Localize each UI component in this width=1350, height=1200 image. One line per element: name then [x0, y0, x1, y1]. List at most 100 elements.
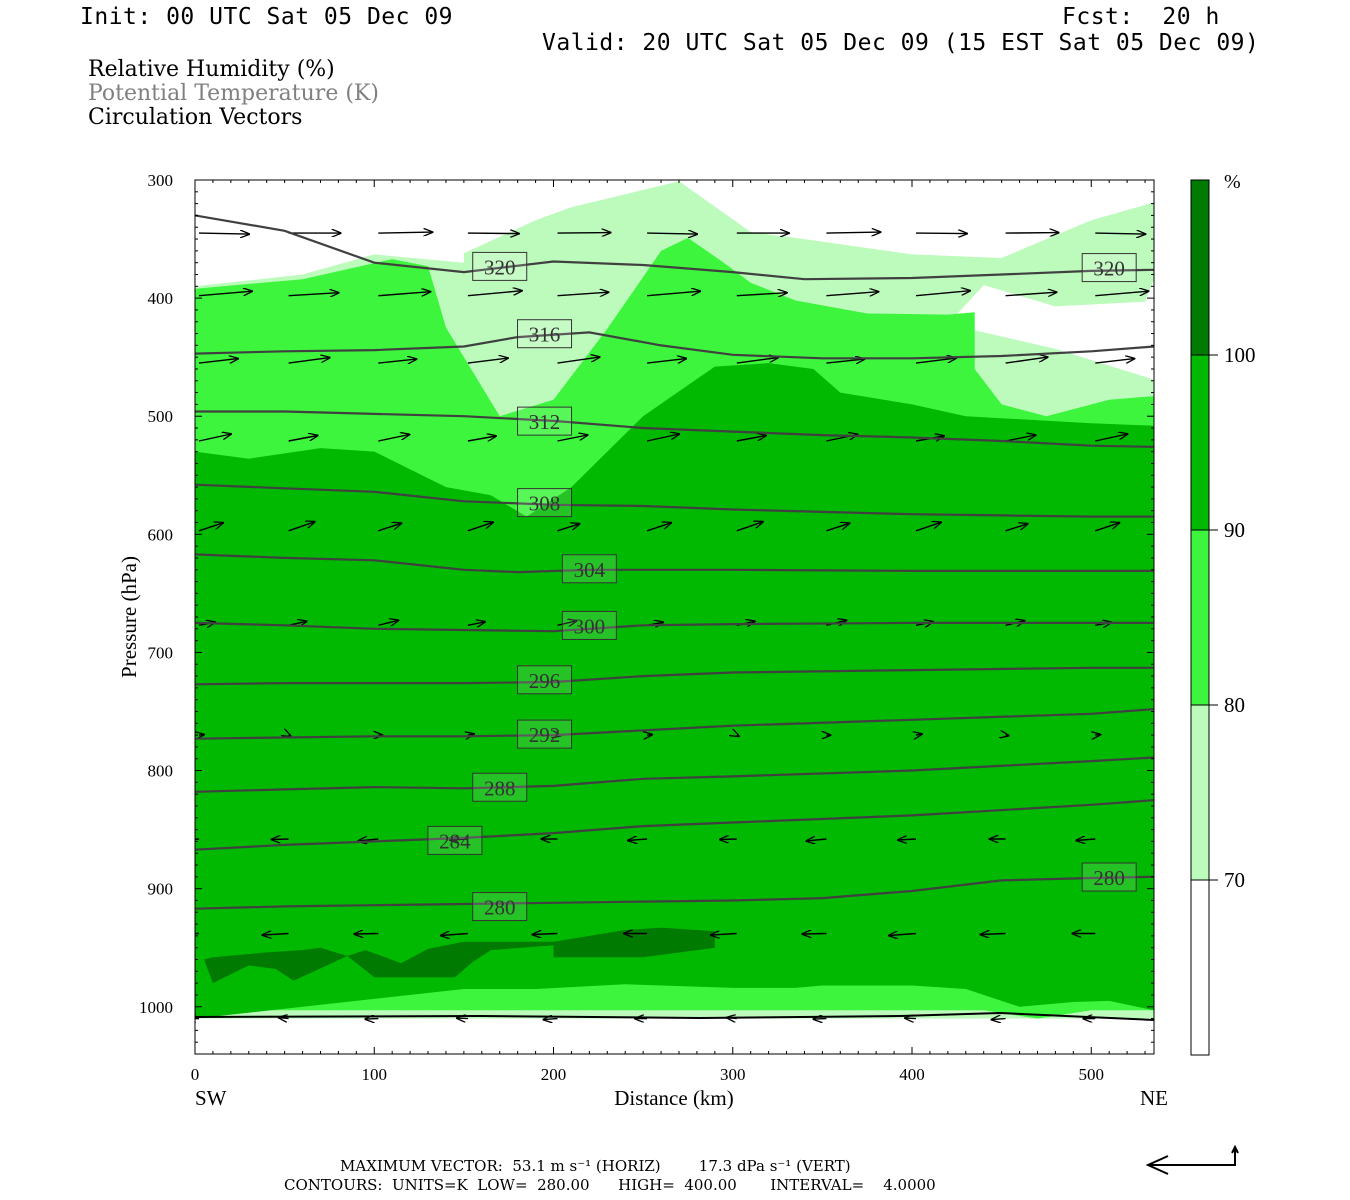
vector-arrow	[378, 523, 401, 532]
vector-arrow	[365, 1019, 379, 1020]
vector-arrow	[557, 621, 577, 626]
vector-arrow	[289, 735, 291, 736]
vector-arrow	[1095, 735, 1100, 736]
theta-contour-308	[195, 483, 1154, 518]
vector-arrow	[1095, 291, 1148, 297]
vector-arrow	[288, 293, 339, 296]
vector-arrow	[533, 934, 558, 935]
vector-arrow	[915, 233, 967, 234]
vector-arrow	[720, 839, 737, 840]
y-tick-label: 300	[148, 171, 174, 190]
vector-arrow	[826, 232, 880, 233]
contour-label-box	[472, 251, 528, 281]
forecast-hour: Fcst: 20 h	[1062, 4, 1220, 30]
y-tick-label: 700	[148, 643, 174, 662]
contour-label-292: 292	[529, 723, 561, 747]
contour-label-box	[517, 319, 573, 349]
rh-fill-layer	[195, 181, 1154, 1019]
vector-arrow	[450, 839, 468, 840]
reference-vector	[1145, 1144, 1239, 1175]
contour-label-320: 320	[484, 255, 516, 279]
vector-arrow	[544, 1019, 558, 1020]
vector-arrow	[557, 233, 611, 234]
axes-layer: 300 400 500 600 700 800 900 1000 0 100 200 300 400 50…	[117, 171, 1168, 1110]
vector-arrow	[711, 934, 737, 936]
vector-arrow	[736, 293, 787, 296]
contour-label-box	[472, 772, 528, 802]
vector-arrow	[1005, 292, 1057, 296]
vector-arrow	[898, 839, 917, 840]
vector-arrow	[199, 735, 204, 736]
colorbar-band-100	[1190, 179, 1210, 356]
vector-arrow	[378, 359, 416, 363]
y-tick-label: 1000	[139, 998, 173, 1017]
x-tick-label: 200	[541, 1065, 567, 1084]
contour-label-box	[517, 488, 573, 518]
vector-arrow	[1005, 357, 1048, 364]
vector-arrow	[467, 291, 522, 297]
x-tick-label: 0	[191, 1065, 200, 1084]
contour-label-box	[472, 892, 528, 922]
y-axis-label: Pressure (hPa)	[117, 556, 141, 678]
theta-contour-304	[195, 553, 1154, 574]
y-tick-label: 900	[148, 880, 174, 899]
contour-label-308: 308	[529, 492, 561, 516]
contours-info: CONTOURS: UNITS=K LOW= 280.00 HIGH= 400.…	[284, 1176, 936, 1194]
x-tick-label: 400	[899, 1065, 925, 1084]
vector-arrow	[198, 291, 252, 297]
contour-label-320: 320	[1093, 257, 1125, 281]
contour-label-296: 296	[529, 669, 561, 693]
vector-arrow	[557, 524, 580, 532]
y-tick-label: 500	[148, 407, 174, 426]
y-tick-label: 800	[148, 762, 174, 781]
contour-label-316: 316	[529, 323, 561, 347]
theta-contour-284	[195, 799, 1154, 851]
vector-arrow	[813, 1019, 827, 1020]
vector-arrow	[441, 934, 468, 936]
theta-contour-312	[195, 410, 1154, 448]
colorbar-label-70: 70	[1224, 868, 1245, 892]
vector-arrow	[198, 359, 238, 364]
vector-arrow	[905, 1018, 917, 1019]
vector-arrow	[647, 359, 686, 364]
theta-contour-316	[195, 331, 1154, 360]
contour-label-box	[517, 406, 573, 436]
vector-arrow	[915, 522, 941, 532]
vector-arrow	[736, 436, 766, 442]
contour-label-box	[427, 825, 483, 855]
vector-arrow	[467, 358, 508, 364]
field-label-rh: Relative Humidity (%)	[88, 57, 335, 82]
vector-arrow	[826, 292, 878, 297]
field-label-vectors: Circulation Vectors	[88, 105, 303, 130]
colorbar-band-80-90	[1190, 529, 1210, 706]
theta-contour-300	[195, 621, 1154, 633]
vector-arrow	[1005, 435, 1036, 442]
field-label-theta: Potential Temperature (K)	[88, 81, 379, 106]
vector-arrow	[467, 622, 485, 626]
vector-arrow	[915, 291, 970, 297]
rh-region-100+	[204, 927, 715, 984]
vector-arrow	[263, 934, 289, 936]
x-end-label-left: SW	[195, 1086, 227, 1110]
vector-arrow	[646, 523, 671, 532]
y-tick-label: 400	[148, 289, 174, 308]
vector-arrow	[992, 1019, 1006, 1020]
vector-arrow	[647, 291, 700, 297]
vector-arrow	[1005, 233, 1059, 234]
vector-arrow	[279, 1018, 289, 1019]
vector-arrow	[1005, 524, 1028, 532]
valid-time: Valid: 20 UTC Sat 05 Dec 09 (15 EST Sat …	[542, 30, 1260, 56]
contour-label-box	[517, 719, 573, 749]
colorbar-label-80: 80	[1224, 693, 1245, 717]
vector-arrow	[358, 839, 379, 841]
x-axis-label: Distance (km)	[614, 1086, 734, 1110]
contour-label-284: 284	[439, 829, 471, 853]
vector-arrow	[915, 358, 956, 364]
vector-arrow	[736, 522, 763, 532]
theta-contour-288	[195, 756, 1154, 793]
vector-arrow	[288, 358, 330, 364]
contour-label-288: 288	[484, 776, 516, 800]
vector-arrow	[981, 934, 1006, 935]
vector-arrow	[736, 358, 778, 364]
